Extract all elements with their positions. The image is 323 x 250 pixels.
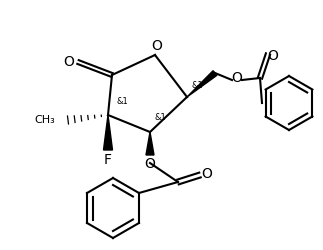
Text: O: O: [151, 39, 162, 53]
Text: &1: &1: [191, 80, 203, 90]
Text: CH₃: CH₃: [34, 115, 55, 125]
Text: O: O: [202, 167, 213, 181]
Text: &1: &1: [116, 96, 128, 106]
Text: O: O: [232, 71, 243, 85]
Text: &1: &1: [154, 114, 166, 122]
Text: F: F: [104, 153, 112, 167]
Polygon shape: [187, 71, 217, 97]
Polygon shape: [146, 132, 154, 155]
Polygon shape: [103, 115, 112, 150]
Text: O: O: [145, 157, 155, 171]
Text: O: O: [267, 49, 278, 63]
Text: O: O: [64, 55, 74, 69]
